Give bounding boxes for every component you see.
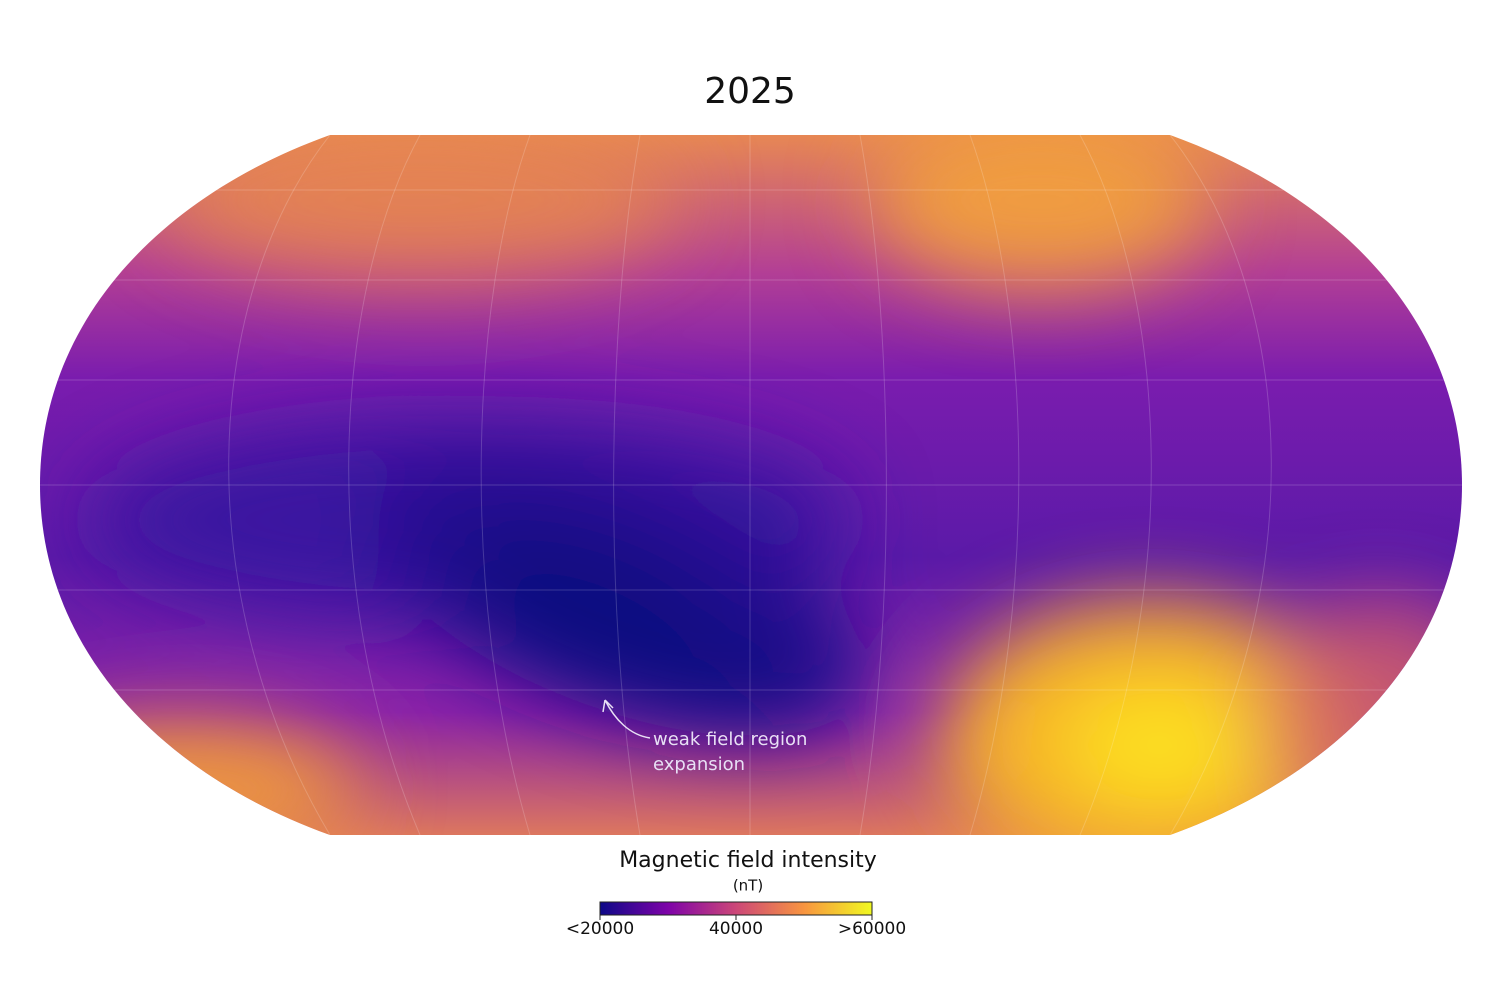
colorbar xyxy=(599,901,873,916)
annotation-arrow xyxy=(602,699,651,739)
map xyxy=(40,135,1462,835)
colorbar-tick-label: <20000 xyxy=(566,919,634,939)
colorbar-title: Magnetic field intensity xyxy=(619,848,877,873)
annotation: weak field region xyxy=(653,729,807,750)
colorbar-tick-label: >60000 xyxy=(838,919,906,939)
annotation: expansion xyxy=(653,754,745,775)
colorbar-tick-label: 40000 xyxy=(709,919,763,939)
map-title: 2025 xyxy=(704,71,796,112)
colorbar-unit: (nT) xyxy=(733,877,763,895)
